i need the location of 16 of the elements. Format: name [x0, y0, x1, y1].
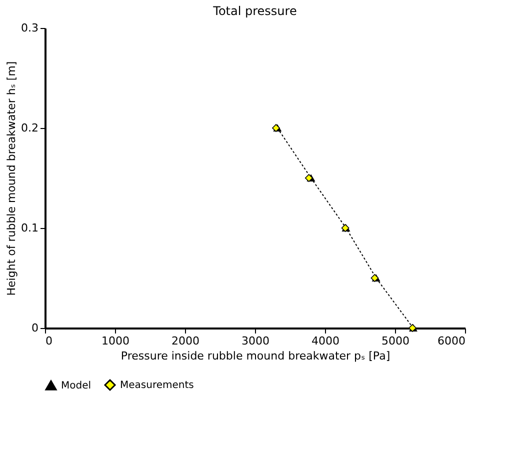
x-tick-label: 6000: [438, 334, 466, 348]
x-tick-label: 0: [46, 334, 52, 348]
chart-title: Total pressure: [212, 4, 297, 18]
y-tick-label: 0.1: [21, 222, 38, 234]
legend-label: Model: [61, 380, 92, 392]
x-axis-title: Pressure inside rubble mound breakwater pₛ [Pa]: [120, 350, 390, 362]
y-tick-label: 0: [32, 322, 38, 334]
x-tick-label: 2000: [172, 334, 200, 348]
x-tick-label: 4000: [312, 334, 340, 348]
y-tick-label: 0.3: [21, 22, 38, 34]
legend-label: Measurements: [120, 380, 194, 391]
y-axis-title: Height of rubble mound breakwater hₛ [m]: [5, 61, 18, 296]
y-tick-label: 0.2: [21, 122, 38, 134]
x-tick-label: 5000: [382, 334, 410, 348]
x-tick-label: 3000: [242, 334, 270, 348]
x-tick-label: 1000: [102, 334, 130, 348]
